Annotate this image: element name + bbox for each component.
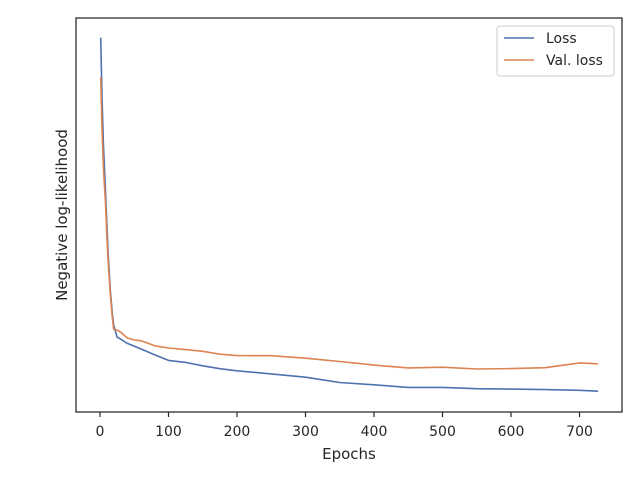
x-tick-label: 400 xyxy=(361,424,388,440)
legend-label-val-loss: Val. loss xyxy=(546,53,603,69)
x-axis-ticks: 0 100 200 300 400 500 600 700 xyxy=(96,412,593,440)
y-axis-label: Negative log-likelihood xyxy=(53,129,71,301)
x-tick-label: 0 xyxy=(96,424,105,440)
x-tick-label: 500 xyxy=(429,424,456,440)
series-lines xyxy=(99,37,599,392)
legend-label-loss: Loss xyxy=(546,31,577,47)
series-line-val-loss xyxy=(99,77,599,370)
x-tick-label: 100 xyxy=(155,424,182,440)
x-tick-label: 300 xyxy=(292,424,319,440)
x-tick-label: 200 xyxy=(224,424,251,440)
plot-frame xyxy=(75,17,623,413)
x-tick-label: 600 xyxy=(498,424,525,440)
series-line-loss xyxy=(99,37,599,392)
x-axis-label: Epochs xyxy=(322,445,376,463)
x-tick-label: 700 xyxy=(566,424,593,440)
legend: Loss Val. loss xyxy=(496,25,615,77)
